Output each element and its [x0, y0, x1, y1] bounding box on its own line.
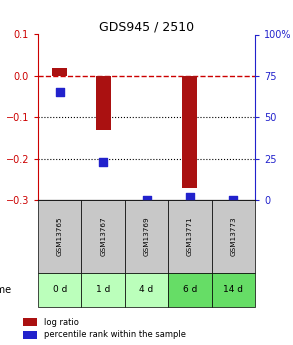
Text: GSM13773: GSM13773: [230, 217, 236, 256]
Text: GSM13771: GSM13771: [187, 217, 193, 256]
Text: 0 d: 0 d: [52, 285, 67, 294]
Bar: [52, 68, 67, 76]
Text: 4 d: 4 d: [139, 285, 154, 294]
Point: [57, 90, 62, 95]
Bar: [212, 200, 255, 273]
Bar: [182, 76, 197, 188]
Text: log ratio: log ratio: [44, 318, 79, 327]
Text: GSM13769: GSM13769: [144, 217, 149, 256]
Text: 6 d: 6 d: [183, 285, 197, 294]
Bar: [23, 331, 37, 339]
Bar: [96, 76, 111, 130]
Text: GSM13765: GSM13765: [57, 217, 63, 256]
Bar: [38, 200, 81, 273]
Bar: [168, 273, 212, 307]
Text: 1 d: 1 d: [96, 285, 110, 294]
Bar: [81, 273, 125, 307]
Point: [144, 197, 149, 203]
Bar: [38, 273, 81, 307]
Bar: [212, 273, 255, 307]
Bar: [168, 200, 212, 273]
Point: [188, 194, 192, 199]
Point: [231, 197, 236, 203]
Text: GSM13767: GSM13767: [100, 217, 106, 256]
Bar: [23, 318, 37, 326]
Text: time: time: [0, 285, 12, 295]
Text: 14 d: 14 d: [223, 285, 243, 294]
Bar: [125, 273, 168, 307]
Title: GDS945 / 2510: GDS945 / 2510: [99, 20, 194, 33]
Bar: [125, 200, 168, 273]
Text: percentile rank within the sample: percentile rank within the sample: [44, 330, 186, 339]
Point: [101, 159, 105, 165]
Bar: [81, 200, 125, 273]
